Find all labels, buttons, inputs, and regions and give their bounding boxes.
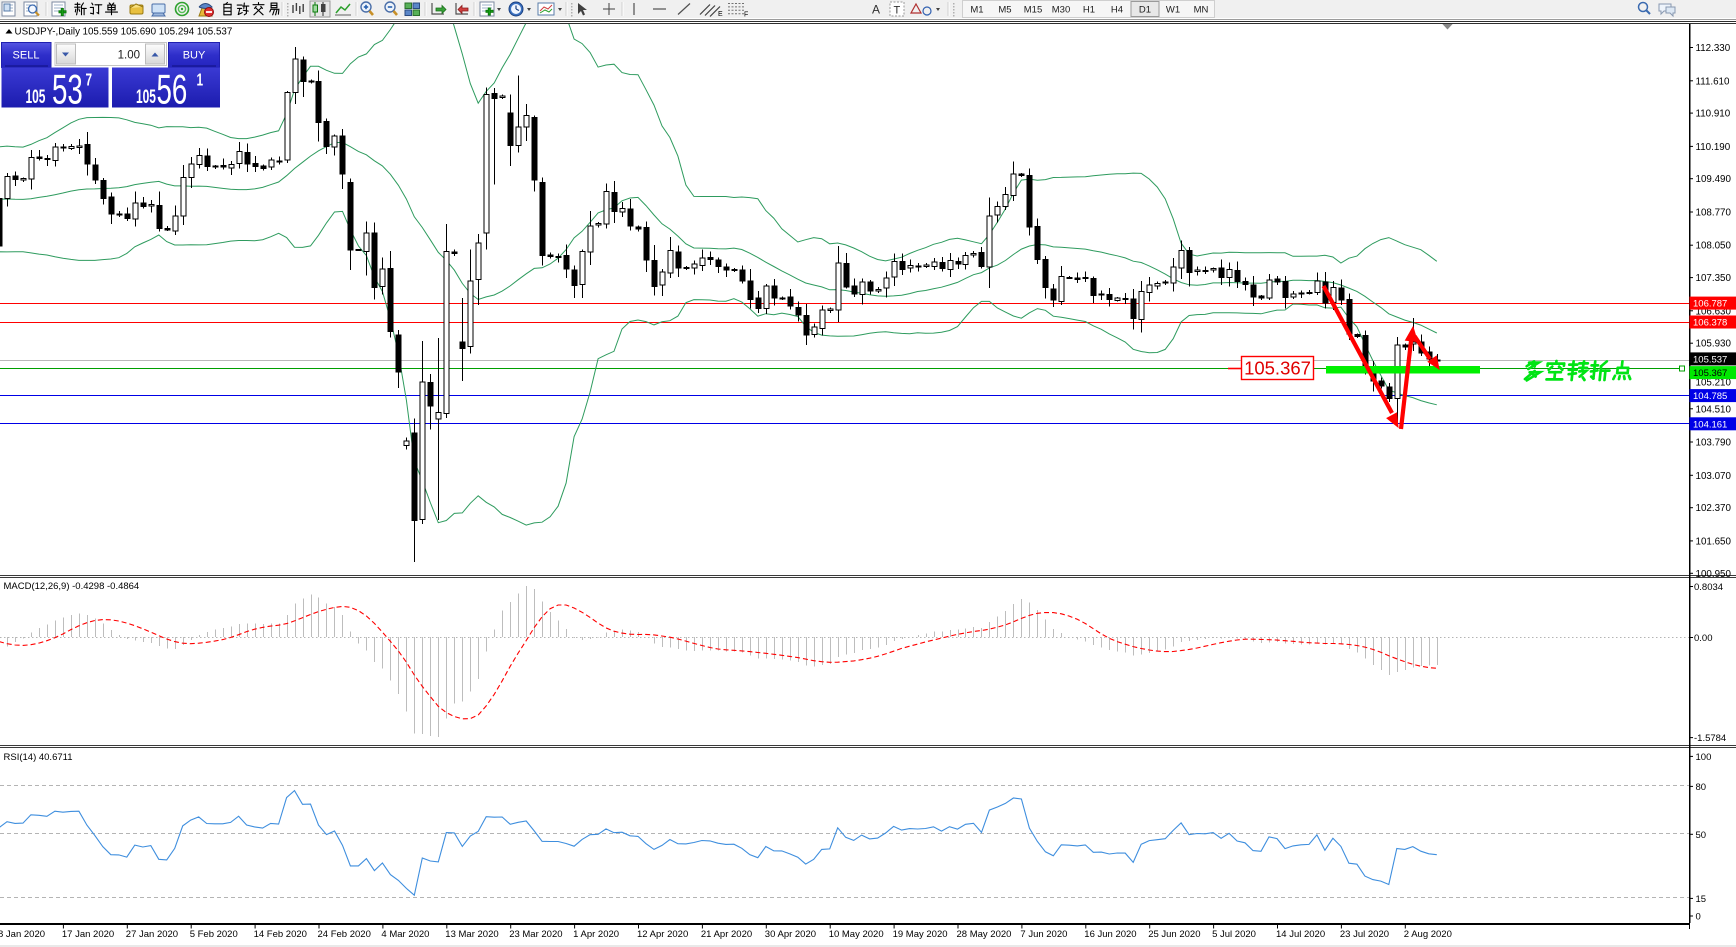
svg-text:0.8034: 0.8034	[1694, 582, 1723, 593]
svg-text:14 Feb 2020: 14 Feb 2020	[254, 929, 307, 940]
svg-text:102.370: 102.370	[1696, 503, 1732, 514]
svg-text:12 Apr 2020: 12 Apr 2020	[637, 929, 688, 940]
svg-text:27 Jan 2020: 27 Jan 2020	[126, 929, 178, 940]
svg-text:15: 15	[1696, 894, 1707, 905]
svg-text:106.787: 106.787	[1693, 299, 1727, 310]
svg-text:RSI(14) 40.6711: RSI(14) 40.6711	[4, 752, 73, 763]
svg-text:MACD(12,26,9) -0.4298 -0.4864: MACD(12,26,9) -0.4298 -0.4864	[4, 581, 140, 592]
svg-text:5 Feb 2020: 5 Feb 2020	[190, 929, 238, 940]
svg-text:108.770: 108.770	[1696, 208, 1732, 219]
svg-text:1: 1	[197, 70, 204, 90]
svg-text:105.367: 105.367	[1693, 368, 1727, 379]
svg-text:100.950: 100.950	[1696, 569, 1732, 580]
svg-text:100: 100	[1696, 752, 1712, 763]
svg-text:BUY: BUY	[183, 50, 206, 62]
svg-text:25 Jun 2020: 25 Jun 2020	[1148, 929, 1200, 940]
svg-text:105.930: 105.930	[1696, 339, 1732, 350]
svg-text:103.790: 103.790	[1696, 438, 1732, 449]
svg-text:0: 0	[1696, 912, 1701, 923]
svg-text:104.161: 104.161	[1693, 419, 1727, 430]
svg-text:USDJPY-,Daily: USDJPY-,Daily	[15, 27, 81, 38]
svg-text:M5: M5	[998, 5, 1011, 16]
svg-text:107.350: 107.350	[1696, 273, 1732, 284]
svg-text:105: 105	[136, 87, 156, 107]
svg-text:110.190: 110.190	[1696, 142, 1731, 153]
svg-text:-1.5784: -1.5784	[1694, 733, 1726, 744]
svg-text:SELL: SELL	[13, 50, 40, 62]
svg-text:19 May 2020: 19 May 2020	[893, 929, 948, 940]
svg-text:109.490: 109.490	[1696, 174, 1732, 185]
svg-text:105: 105	[26, 87, 46, 107]
svg-text:W1: W1	[1166, 5, 1180, 16]
svg-text:104.785: 104.785	[1693, 391, 1727, 402]
svg-text:103.070: 103.070	[1696, 471, 1732, 482]
svg-text:23 Mar 2020: 23 Mar 2020	[509, 929, 562, 940]
svg-text:28 May 2020: 28 May 2020	[957, 929, 1012, 940]
svg-text:56: 56	[157, 66, 188, 113]
svg-text:H1: H1	[1083, 5, 1095, 16]
svg-text:E: E	[718, 11, 723, 18]
svg-text:112.330: 112.330	[1696, 43, 1731, 54]
svg-text:108.050: 108.050	[1696, 241, 1732, 252]
svg-text:MN: MN	[1194, 5, 1209, 16]
svg-text:105.559 105.690 105.294 105.53: 105.559 105.690 105.294 105.537	[83, 27, 233, 38]
svg-text:M1: M1	[970, 5, 983, 16]
svg-text:2 Aug 2020: 2 Aug 2020	[1404, 929, 1452, 940]
svg-text:104.510: 104.510	[1696, 404, 1732, 415]
svg-text:110.910: 110.910	[1696, 109, 1731, 120]
svg-text:F: F	[744, 12, 748, 19]
svg-text:50: 50	[1696, 830, 1707, 841]
svg-text:1 Apr 2020: 1 Apr 2020	[573, 929, 619, 940]
svg-text:D1: D1	[1139, 5, 1151, 16]
svg-text:1.00: 1.00	[118, 50, 140, 62]
svg-text:23 Jul 2020: 23 Jul 2020	[1340, 929, 1389, 940]
svg-text:H4: H4	[1111, 5, 1123, 16]
svg-text:14 Jul 2020: 14 Jul 2020	[1276, 929, 1325, 940]
svg-text:101.650: 101.650	[1696, 536, 1732, 547]
svg-text:16 Jun 2020: 16 Jun 2020	[1084, 929, 1136, 940]
svg-text:105.367: 105.367	[1244, 358, 1311, 379]
svg-text:80: 80	[1696, 782, 1707, 793]
svg-text:7: 7	[86, 70, 93, 90]
svg-text:T: T	[894, 5, 901, 17]
svg-text:111.610: 111.610	[1696, 76, 1731, 87]
svg-text:8 Jan 2020: 8 Jan 2020	[0, 929, 45, 940]
svg-text:13 Mar 2020: 13 Mar 2020	[445, 929, 498, 940]
svg-text:105.210: 105.210	[1696, 377, 1732, 388]
svg-text:106.378: 106.378	[1693, 318, 1727, 329]
svg-text:21 Apr 2020: 21 Apr 2020	[701, 929, 752, 940]
svg-text:10 May 2020: 10 May 2020	[829, 929, 884, 940]
svg-text:105.537: 105.537	[1693, 354, 1727, 365]
svg-text:A: A	[872, 3, 880, 17]
svg-text:24 Feb 2020: 24 Feb 2020	[318, 929, 371, 940]
svg-text:17 Jan 2020: 17 Jan 2020	[62, 929, 114, 940]
svg-text:0.00: 0.00	[1694, 633, 1713, 644]
svg-text:106.630: 106.630	[1696, 306, 1732, 317]
svg-text:4 Mar 2020: 4 Mar 2020	[381, 929, 429, 940]
svg-text:53: 53	[52, 66, 83, 113]
svg-text:M30: M30	[1052, 5, 1070, 16]
svg-text:30 Apr 2020: 30 Apr 2020	[765, 929, 816, 940]
svg-text:5 Jul 2020: 5 Jul 2020	[1212, 929, 1256, 940]
svg-text:7 Jun 2020: 7 Jun 2020	[1020, 929, 1067, 940]
svg-text:M15: M15	[1024, 5, 1042, 16]
